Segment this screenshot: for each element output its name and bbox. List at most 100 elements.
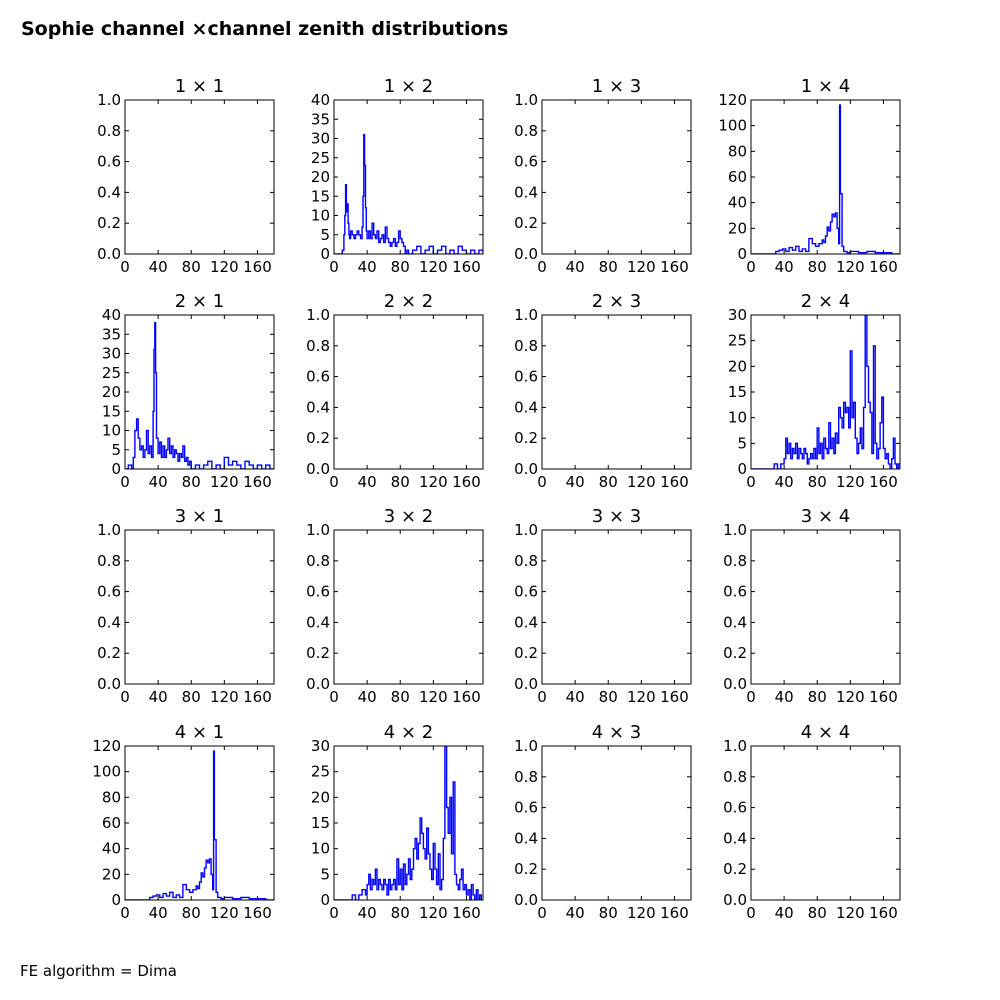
y-tick-label: 100	[718, 117, 747, 135]
x-tick-label: 120	[210, 258, 239, 276]
y-tick-label: 30	[102, 345, 121, 363]
y-tick-label: 5	[320, 226, 330, 244]
y-tick-label: 20	[311, 168, 330, 186]
y-tick-label: 0.0	[723, 891, 747, 909]
subplot-title: 1 × 2	[384, 76, 433, 97]
x-tick-label: 160	[243, 688, 272, 706]
y-tick-label: 20	[102, 383, 121, 401]
subplot: 4 × 3 0 40 80 120 160 0.0 0.2 0.4 0.6 0.8 1.0	[514, 722, 692, 922]
x-tick-label: 120	[210, 473, 239, 491]
y-tick-label: 1.0	[306, 521, 330, 539]
x-tick-label: 120	[627, 904, 656, 922]
y-tick-label: 0.8	[97, 552, 121, 570]
x-tick-label: 40	[566, 904, 585, 922]
y-tick-label: 1.0	[97, 521, 121, 539]
x-tick-label: 80	[808, 258, 827, 276]
y-tick-label: 0.2	[306, 429, 330, 447]
x-tick-label: 40	[149, 904, 168, 922]
x-tick-label: 80	[391, 258, 410, 276]
y-tick-label: 20	[728, 357, 747, 375]
x-tick-label: 40	[358, 473, 377, 491]
y-tick-label: 0.6	[514, 153, 538, 171]
x-tick-label: 160	[869, 473, 898, 491]
x-tick-label: 40	[566, 688, 585, 706]
y-tick-label: 15	[728, 383, 747, 401]
y-tick-label: 1.0	[723, 521, 747, 539]
y-tick-label: 0	[320, 245, 330, 263]
y-tick-label: 0.6	[723, 799, 747, 817]
x-tick-label: 80	[182, 258, 201, 276]
y-tick-label: 0.4	[723, 613, 747, 631]
subplot: 2 × 3 0 40 80 120 160 0.0 0.2 0.4 0.6 0.8 1.0	[514, 291, 692, 491]
y-tick-label: 0.8	[514, 337, 538, 355]
x-tick-label: 0	[329, 688, 339, 706]
y-tick-label: 0.2	[97, 644, 121, 662]
x-tick-label: 0	[746, 904, 756, 922]
y-tick-label: 0.2	[514, 214, 538, 232]
x-tick-label: 160	[243, 258, 272, 276]
y-tick-label: 0	[320, 891, 330, 909]
y-tick-label: 10	[311, 840, 330, 858]
x-tick-label: 160	[243, 473, 272, 491]
y-tick-label: 100	[92, 763, 121, 781]
plot-frame	[124, 99, 275, 255]
y-tick-label: 1.0	[514, 91, 538, 109]
y-tick-label: 0	[737, 460, 747, 478]
series-line	[751, 315, 900, 469]
y-tick-label: 0.8	[97, 122, 121, 140]
y-tick-label: 15	[311, 187, 330, 205]
x-tick-label: 160	[660, 904, 689, 922]
plot-frame	[541, 529, 692, 685]
y-tick-label: 0.4	[723, 829, 747, 847]
x-tick-label: 160	[869, 904, 898, 922]
y-tick-label: 0.2	[514, 429, 538, 447]
y-tick-label: 0.2	[514, 860, 538, 878]
subplot-title: 4 × 2	[384, 722, 433, 743]
y-tick-label: 0.8	[723, 768, 747, 786]
subplot-title: 4 × 4	[801, 722, 850, 743]
x-tick-label: 80	[391, 688, 410, 706]
y-tick-label: 120	[92, 737, 121, 755]
series-line	[125, 322, 274, 469]
x-tick-label: 0	[746, 473, 756, 491]
y-tick-label: 20	[102, 865, 121, 883]
x-tick-label: 120	[836, 473, 865, 491]
subplot-title: 1 × 4	[801, 76, 850, 97]
y-tick-label: 60	[728, 168, 747, 186]
y-tick-label: 0.4	[514, 398, 538, 416]
y-tick-label: 0.6	[514, 799, 538, 817]
x-tick-label: 0	[120, 688, 130, 706]
y-tick-label: 1.0	[723, 737, 747, 755]
x-tick-label: 80	[391, 473, 410, 491]
x-tick-label: 40	[149, 688, 168, 706]
algorithm-note: FE algorithm = Dima	[20, 962, 177, 980]
y-tick-label: 0.2	[723, 860, 747, 878]
y-tick-label: 30	[728, 306, 747, 324]
x-tick-label: 40	[775, 473, 794, 491]
y-tick-label: 1.0	[514, 521, 538, 539]
y-tick-label: 1.0	[306, 306, 330, 324]
y-tick-label: 10	[311, 207, 330, 225]
y-tick-label: 80	[728, 142, 747, 160]
x-tick-label: 40	[775, 688, 794, 706]
y-tick-label: 15	[311, 814, 330, 832]
subplot-title: 1 × 3	[592, 76, 641, 97]
y-tick-label: 40	[102, 306, 121, 324]
plot-frame	[124, 314, 275, 470]
subplot-title: 3 × 1	[175, 506, 224, 527]
x-tick-label: 0	[329, 473, 339, 491]
y-tick-label: 10	[728, 409, 747, 427]
x-tick-label: 160	[660, 473, 689, 491]
x-tick-label: 120	[419, 904, 448, 922]
subplot: 2 × 2 0 40 80 120 160 0.0 0.2 0.4 0.6 0.8 1.0	[306, 291, 484, 491]
plot-frame	[124, 745, 275, 901]
x-tick-label: 0	[537, 904, 547, 922]
x-tick-label: 80	[599, 258, 618, 276]
x-tick-label: 120	[210, 904, 239, 922]
x-tick-label: 0	[120, 258, 130, 276]
subplot: 1 × 3 0 40 80 120 160 0.0 0.2 0.4 0.6 0.8 1.0	[514, 76, 692, 276]
x-tick-label: 40	[149, 473, 168, 491]
y-tick-label: 0.0	[97, 675, 121, 693]
x-tick-label: 160	[452, 904, 481, 922]
x-tick-label: 80	[599, 904, 618, 922]
